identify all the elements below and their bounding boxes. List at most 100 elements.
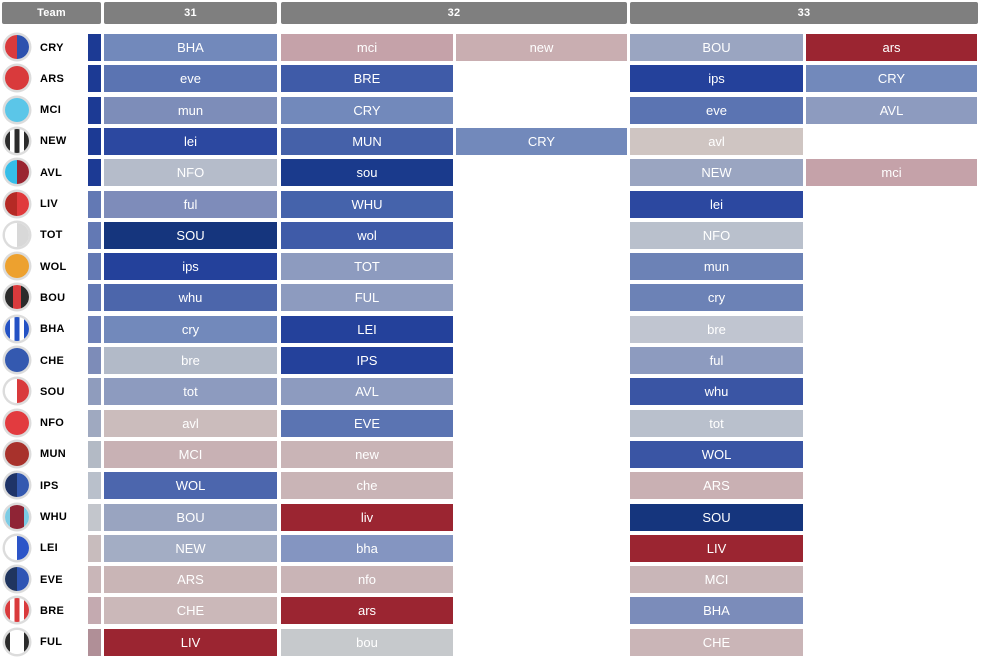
difficulty-strip	[88, 34, 101, 61]
team-row-ars: ARS eve BRE ips CRY	[0, 65, 981, 93]
fixture-cell-gw33-ars: CRY	[806, 65, 977, 93]
fixture-cell-gw32-ips: che	[281, 472, 453, 500]
nfo-badge-icon	[5, 410, 29, 435]
team-code: LIV	[40, 198, 59, 210]
fixture-cell-gw31-lei: NEW	[104, 534, 277, 562]
fixture-cell-gw31-eve: ARS	[104, 566, 277, 594]
fixture-cell-gw32-eve: nfo	[281, 566, 453, 594]
liv-badge-icon	[5, 191, 29, 216]
team-code: EVE	[40, 573, 63, 586]
fixture-cell-gw31-bou: whu	[104, 284, 277, 312]
team-code: CRY	[40, 41, 64, 54]
team-row-ips: IPS WOL che ARS	[0, 472, 981, 500]
team-row-eve: EVE ARS nfo MCI	[0, 566, 981, 594]
team-code: SOU	[40, 385, 65, 398]
header-gameweek-31[interactable]: 31	[104, 2, 277, 24]
difficulty-strip	[88, 253, 101, 281]
team-row-lei: LEI NEW bha LIV	[0, 534, 981, 562]
fixture-cell-gw32-avl: sou	[281, 159, 453, 187]
fixture-cell-gw33-cry: ars	[806, 34, 977, 61]
team-row-ful: FUL LIV bou CHE	[0, 628, 981, 656]
team-row-che: CHE bre IPS ful	[0, 347, 981, 374]
team-row-sou: SOU tot AVL whu	[0, 378, 981, 406]
eve-badge-icon	[5, 567, 29, 592]
fixture-cell-gw31-bha: cry	[104, 315, 277, 343]
difficulty-strip	[88, 534, 101, 562]
fixture-cell-gw33-avl: NEW	[630, 159, 803, 187]
fixture-cell-gw33-bre: BHA	[630, 597, 803, 625]
fixture-cell-gw33-eve: MCI	[630, 566, 803, 594]
fixture-cell-gw32-ful: bou	[281, 628, 453, 656]
team-row-liv: LIV ful WHU lei	[0, 190, 981, 218]
team-code: IPS	[40, 479, 59, 492]
fixture-cell-gw31-tot: SOU	[104, 221, 277, 249]
fixture-cell-gw32-liv: WHU	[281, 190, 453, 218]
fixture-cell-gw33-avl: mci	[806, 159, 977, 187]
team-row-mci: MCI mun CRY eve AVL	[0, 96, 981, 124]
fixture-cell-gw33-mci: AVL	[806, 96, 977, 124]
team-code: LEI	[40, 542, 59, 555]
difficulty-strip	[88, 378, 101, 406]
fixture-cell-gw32-bou: FUL	[281, 284, 453, 312]
fixture-cell-gw31-sou: tot	[104, 378, 277, 406]
fixture-cell-gw32-nfo: EVE	[281, 409, 453, 437]
difficulty-strip	[88, 347, 101, 374]
fixture-cell-gw33-lei: LIV	[630, 534, 803, 562]
team-code: NEW	[40, 135, 67, 148]
fixture-cell-gw31-ips: WOL	[104, 472, 277, 500]
sou-badge-icon	[5, 379, 29, 404]
fixture-cell-gw31-whu: BOU	[104, 503, 277, 531]
fixture-cell-gw33-ful: CHE	[630, 628, 803, 656]
fixture-cell-gw33-che: ful	[630, 347, 803, 374]
fixture-cell-gw31-liv: ful	[104, 190, 277, 218]
difficulty-strip	[88, 190, 101, 218]
fixture-cell-gw32-che: IPS	[281, 347, 453, 374]
fixture-cell-gw32-ars: BRE	[281, 65, 453, 93]
fixture-cell-gw32-cry: mci	[281, 34, 453, 61]
team-code: TOT	[40, 229, 63, 242]
che-badge-icon	[5, 348, 29, 372]
fixture-cell-gw32-bha: LEI	[281, 315, 453, 343]
fixture-cell-gw33-cry: BOU	[630, 34, 803, 61]
fixture-cell-gw31-mun: MCI	[104, 440, 277, 468]
fixture-cell-gw31-nfo: avl	[104, 409, 277, 437]
header-gameweek-32[interactable]: 32	[281, 2, 627, 24]
header-gameweek-33[interactable]: 33	[630, 2, 978, 24]
fixture-cell-gw31-avl: NFO	[104, 159, 277, 187]
fixture-cell-gw31-bre: CHE	[104, 597, 277, 625]
bou-badge-icon	[5, 285, 29, 310]
team-row-cry: CRY BHA mci new BOU ars	[0, 34, 981, 61]
difficulty-strip	[88, 409, 101, 437]
ful-badge-icon	[5, 629, 29, 654]
fixture-cell-gw32-bre: ars	[281, 597, 453, 625]
tot-badge-icon	[5, 222, 29, 247]
fixture-cell-gw33-nfo: tot	[630, 409, 803, 437]
fixture-cell-gw31-ful: LIV	[104, 628, 277, 656]
difficulty-strip	[88, 127, 101, 155]
team-code: MUN	[40, 448, 66, 461]
new-badge-icon	[5, 128, 29, 153]
fixture-cell-gw32-cry: new	[456, 34, 627, 61]
difficulty-strip	[88, 159, 101, 187]
fixture-cell-gw32-new: CRY	[456, 127, 627, 155]
difficulty-strip	[88, 628, 101, 656]
difficulty-strip	[88, 221, 101, 249]
team-row-bou: BOU whu FUL cry	[0, 284, 981, 312]
fixture-cell-gw32-tot: wol	[281, 221, 453, 249]
header-team[interactable]: Team	[2, 2, 101, 24]
team-row-mun: MUN MCI new WOL	[0, 440, 981, 468]
difficulty-strip	[88, 65, 101, 93]
fixture-cell-gw32-wol: TOT	[281, 253, 453, 281]
fixture-cell-gw32-mun: new	[281, 440, 453, 468]
team-code: ARS	[40, 72, 65, 85]
cry-badge-icon	[5, 35, 29, 59]
fixture-cell-gw32-lei: bha	[281, 534, 453, 562]
team-code: BHA	[40, 323, 65, 336]
team-code: BOU	[40, 291, 66, 304]
fixture-cell-gw31-wol: ips	[104, 253, 277, 281]
difficulty-strip	[88, 440, 101, 468]
difficulty-strip	[88, 96, 101, 124]
fixture-cell-gw33-tot: NFO	[630, 221, 803, 249]
whu-badge-icon	[5, 504, 29, 529]
